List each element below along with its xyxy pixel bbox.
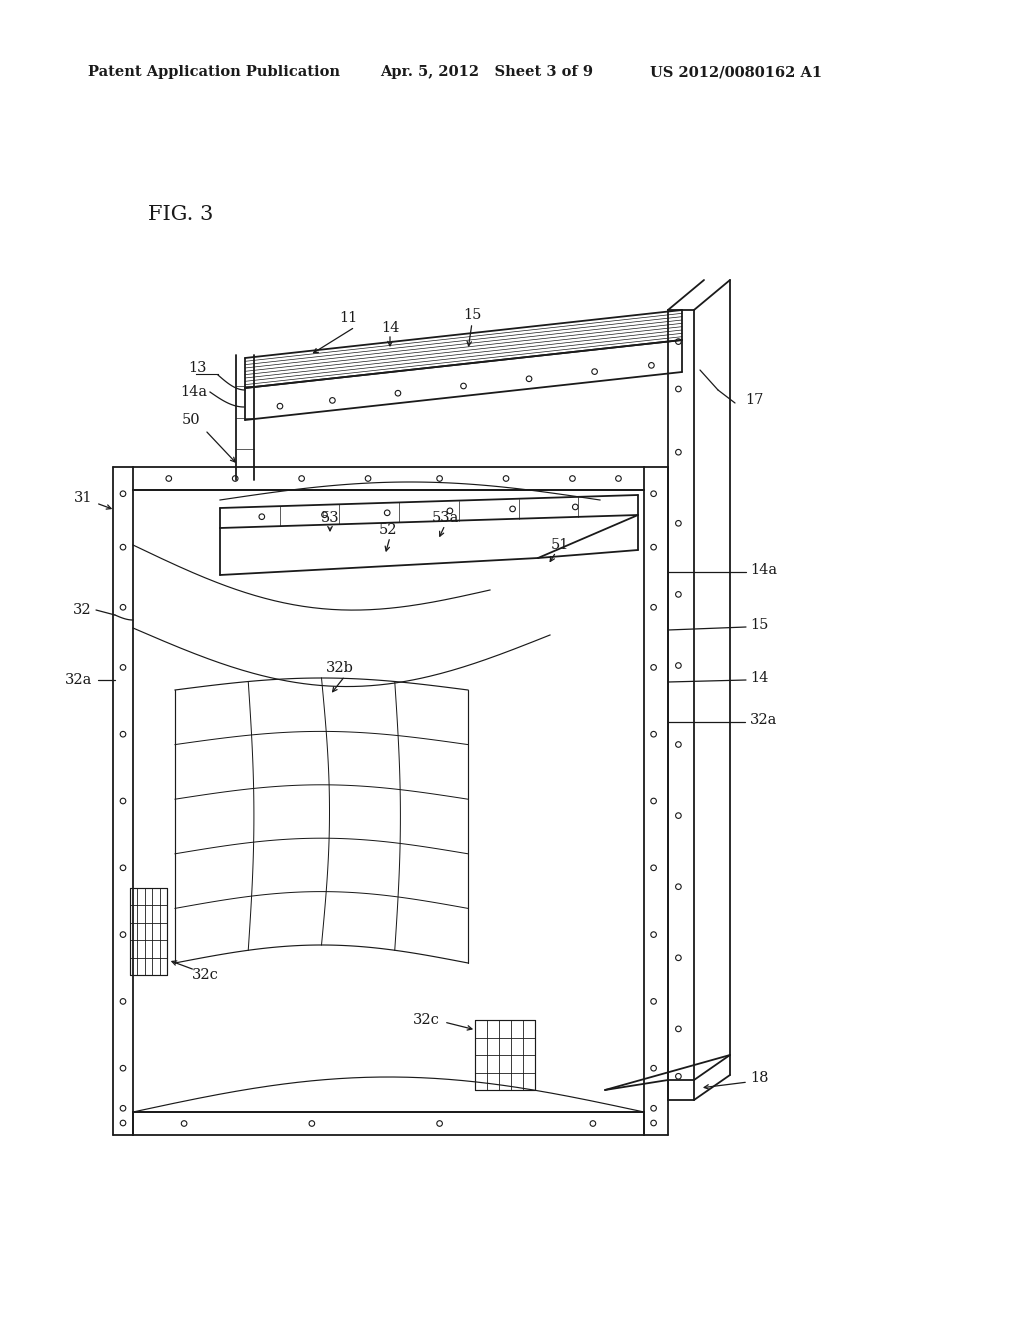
Text: 17: 17 (745, 393, 763, 407)
Text: 14: 14 (381, 321, 399, 335)
Text: 53: 53 (321, 511, 339, 525)
Text: FIG. 3: FIG. 3 (148, 206, 213, 224)
Text: 15: 15 (750, 618, 768, 632)
Text: 53a: 53a (431, 511, 459, 525)
Text: 14a: 14a (750, 564, 777, 577)
Text: US 2012/0080162 A1: US 2012/0080162 A1 (650, 65, 822, 79)
Text: 18: 18 (750, 1071, 768, 1085)
Text: 14a: 14a (180, 385, 207, 399)
Text: 13: 13 (188, 360, 207, 375)
Text: Patent Application Publication: Patent Application Publication (88, 65, 340, 79)
Text: 51: 51 (551, 539, 569, 552)
Text: 11: 11 (339, 312, 357, 325)
Text: 32c: 32c (413, 1012, 440, 1027)
Text: Apr. 5, 2012   Sheet 3 of 9: Apr. 5, 2012 Sheet 3 of 9 (380, 65, 593, 79)
Text: 32c: 32c (193, 968, 219, 982)
Text: 32: 32 (74, 603, 92, 616)
Text: 32a: 32a (750, 713, 777, 727)
Text: 32b: 32b (326, 661, 354, 675)
Text: 32a: 32a (65, 673, 92, 686)
Text: 31: 31 (74, 491, 92, 506)
Text: 52: 52 (379, 523, 397, 537)
Text: 50: 50 (181, 413, 200, 426)
Text: 14: 14 (750, 671, 768, 685)
Text: 15: 15 (463, 308, 481, 322)
